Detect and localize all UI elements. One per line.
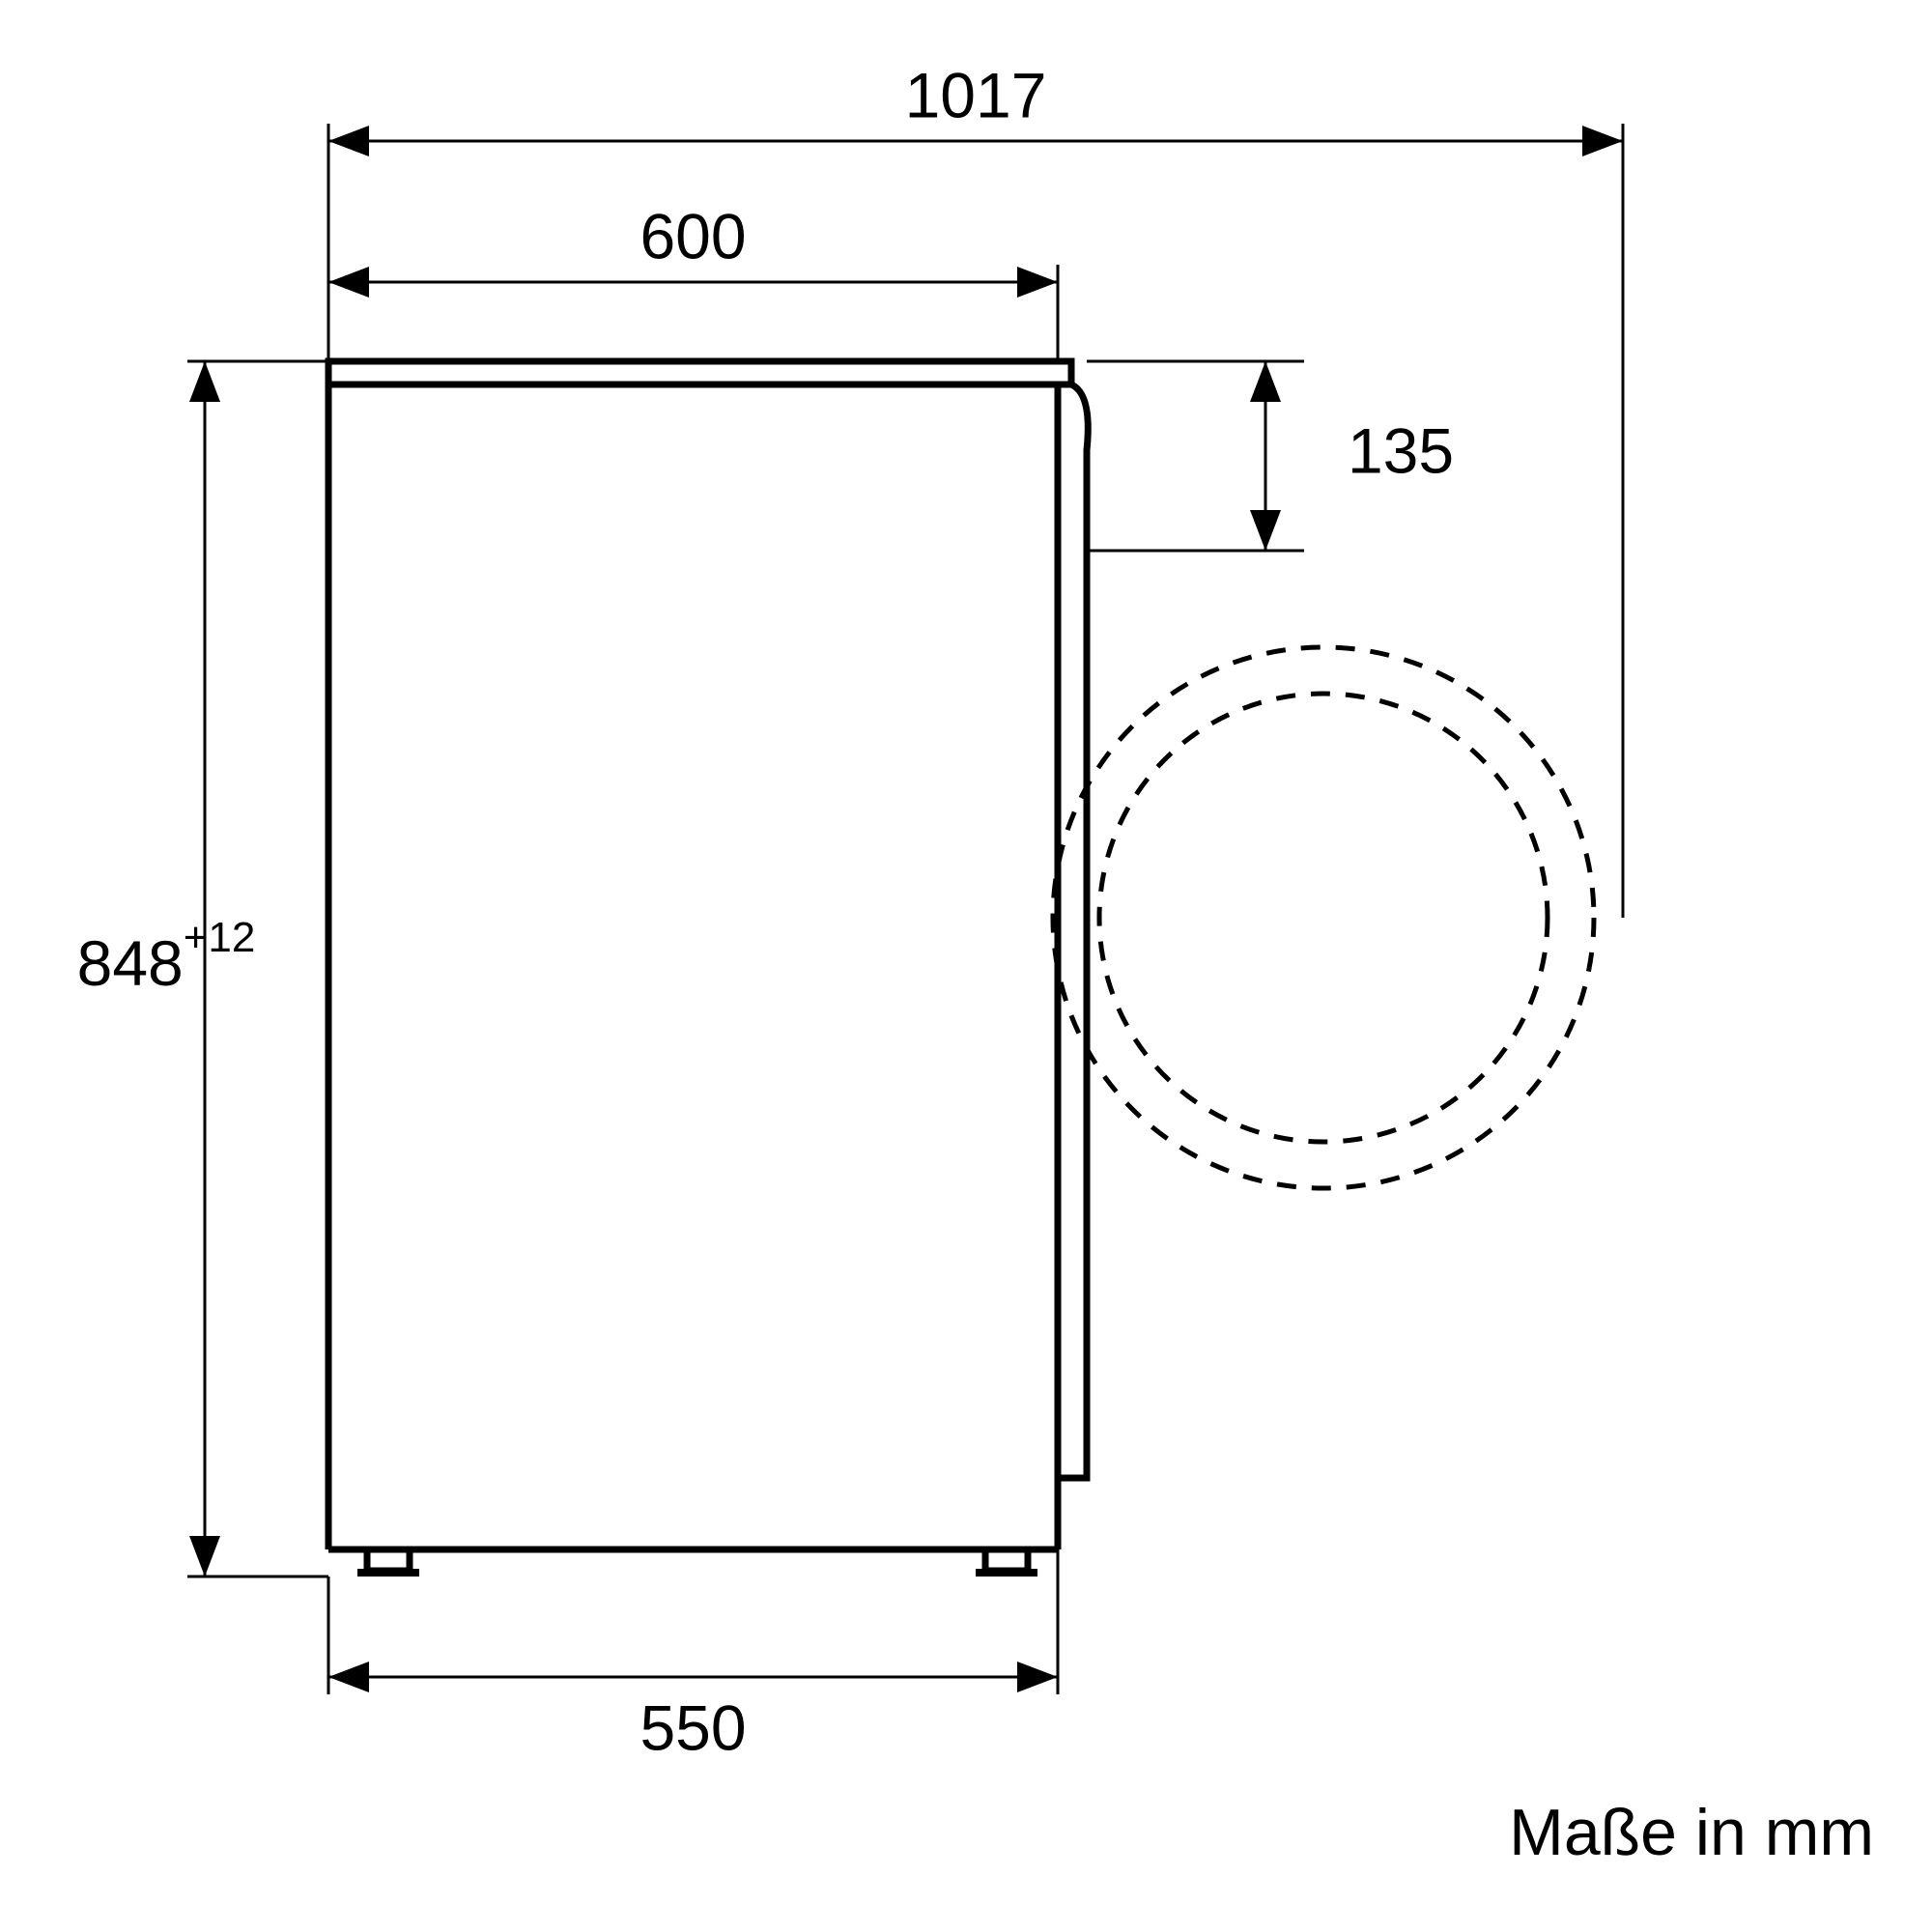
caption-units: Maße in mm [1509, 1796, 1874, 1869]
dim-overall-width: 1017 [905, 59, 1047, 130]
dim-body-width: 600 [639, 200, 746, 271]
dim-body-height: 848+12 [77, 914, 256, 1000]
dim-door-offset: 135 [1348, 414, 1454, 486]
dim-body-depth: 550 [639, 1691, 746, 1763]
